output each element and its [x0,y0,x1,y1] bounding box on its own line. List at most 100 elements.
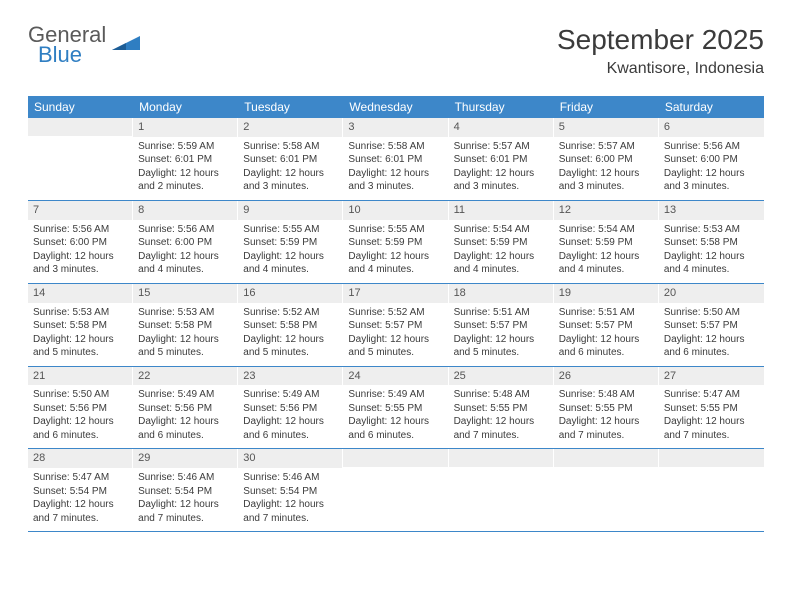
day-number: 17 [343,284,448,303]
sunrise-text: Sunrise: 5:52 AM [238,306,343,320]
daylight-text: Daylight: 12 hours and 6 minutes. [28,415,133,442]
sunrise-text: Sunrise: 5:53 AM [133,306,238,320]
day-number: 1 [133,118,238,137]
weekday-header-cell: Saturday [659,96,764,118]
day-number: 12 [554,201,659,220]
day-number: 19 [554,284,659,303]
sunset-text: Sunset: 5:59 PM [554,236,659,250]
sunrise-text: Sunrise: 5:54 AM [554,223,659,237]
day-cell [343,449,448,531]
sunrise-text: Sunrise: 5:53 AM [28,306,133,320]
daylight-text: Daylight: 12 hours and 4 minutes. [449,250,554,277]
sunset-text: Sunset: 5:55 PM [554,402,659,416]
daylight-text: Daylight: 12 hours and 5 minutes. [449,333,554,360]
day-cell: 9Sunrise: 5:55 AMSunset: 5:59 PMDaylight… [238,201,343,283]
sunset-text: Sunset: 5:54 PM [133,485,238,499]
sunset-text: Sunset: 6:01 PM [133,153,238,167]
empty-day-number [449,449,554,467]
day-cell [554,449,659,531]
day-number: 15 [133,284,238,303]
brand-word-2: Blue [38,44,106,66]
day-cell: 24Sunrise: 5:49 AMSunset: 5:55 PMDayligh… [343,367,448,449]
sunrise-text: Sunrise: 5:57 AM [449,140,554,154]
sunset-text: Sunset: 5:56 PM [238,402,343,416]
daylight-text: Daylight: 12 hours and 3 minutes. [238,167,343,194]
sunset-text: Sunset: 5:54 PM [238,485,343,499]
day-cell: 17Sunrise: 5:52 AMSunset: 5:57 PMDayligh… [343,284,448,366]
day-number: 10 [343,201,448,220]
day-cell: 30 Sunrise: 5:46 AMSunset: 5:54 PMDayligh… [238,449,343,531]
week-row: 1Sunrise: 5:59 AMSunset: 6:01 PMDaylight… [28,118,764,201]
week-row: 14Sunrise: 5:53 AMSunset: 5:58 PMDayligh… [28,284,764,367]
daylight-text: Daylight: 12 hours and 3 minutes. [449,167,554,194]
day-number: 16 [238,284,343,303]
month-title: September 2025 [557,24,764,56]
day-cell: 10Sunrise: 5:55 AMSunset: 5:59 PMDayligh… [343,201,448,283]
sunrise-text: Sunrise: 5:47 AM [28,471,133,485]
day-cell: 12 Sunrise: 5:54 AMSunset: 5:59 PMDayligh… [554,201,659,283]
daylight-text: Daylight: 12 hours and 7 minutes. [133,498,238,525]
sunrise-text: Sunrise: 5:51 AM [554,306,659,320]
day-number: 5 [554,118,659,137]
sunrise-text: Sunrise: 5:47 AM [659,388,764,402]
daylight-text: Daylight: 12 hours and 5 minutes. [28,333,133,360]
sunrise-text: Sunrise: 5:59 AM [133,140,238,154]
daylight-text: Daylight: 12 hours and 6 minutes. [238,415,343,442]
daylight-text: Daylight: 12 hours and 4 minutes. [554,250,659,277]
empty-day-number [659,449,764,467]
day-number: 7 [28,201,133,220]
daylight-text: Daylight: 12 hours and 7 minutes. [28,498,133,525]
location-subtitle: Kwantisore, Indonesia [557,60,764,78]
day-cell: 29Sunrise: 5:46 AMSunset: 5:54 PMDayligh… [133,449,238,531]
day-number: 18 [449,284,554,303]
daylight-text: Daylight: 12 hours and 7 minutes. [449,415,554,442]
weekday-header-cell: Tuesday [238,96,343,118]
sunrise-text: Sunrise: 5:50 AM [659,306,764,320]
sunset-text: Sunset: 6:00 PM [133,236,238,250]
daylight-text: Daylight: 12 hours and 6 minutes. [659,333,764,360]
day-number: 13 [659,201,764,220]
day-cell: 25Sunrise: 5:48 AMSunset: 5:55 PMDayligh… [449,367,554,449]
sunset-text: Sunset: 5:56 PM [28,402,133,416]
day-cell: 19Sunrise: 5:51 AMSunset: 5:57 PMDayligh… [554,284,659,366]
day-cell: 3Sunrise: 5:58 AMSunset: 6:01 PMDaylight… [343,118,448,200]
sunrise-text: Sunrise: 5:56 AM [28,223,133,237]
day-cell: 28Sunrise: 5:47 AMSunset: 5:54 PMDayligh… [28,449,133,531]
sunrise-text: Sunrise: 5:58 AM [238,140,343,154]
daylight-text: Daylight: 12 hours and 6 minutes. [133,415,238,442]
day-cell: 11Sunrise: 5:54 AMSunset: 5:59 PMDayligh… [449,201,554,283]
empty-day-number [28,118,133,136]
daylight-text: Daylight: 12 hours and 3 minutes. [659,167,764,194]
day-cell: 27Sunrise: 5:47 AMSunset: 5:55 PMDayligh… [659,367,764,449]
day-number: 3 [343,118,448,137]
sunrise-text: Sunrise: 5:49 AM [343,388,448,402]
sunrise-text: Sunrise: 5:46 AM [238,471,343,485]
sunset-text: Sunset: 5:59 PM [343,236,448,250]
day-cell: 21Sunrise: 5:50 AMSunset: 5:56 PMDayligh… [28,367,133,449]
day-cell: 13Sunrise: 5:53 AMSunset: 5:58 PMDayligh… [659,201,764,283]
day-number: 30 [238,449,343,468]
sunset-text: Sunset: 6:01 PM [238,153,343,167]
day-cell: 1Sunrise: 5:59 AMSunset: 6:01 PMDaylight… [133,118,238,200]
daylight-text: Daylight: 12 hours and 4 minutes. [659,250,764,277]
daylight-text: Daylight: 12 hours and 5 minutes. [238,333,343,360]
day-cell: 8Sunrise: 5:56 AMSunset: 6:00 PMDaylight… [133,201,238,283]
daylight-text: Daylight: 12 hours and 4 minutes. [238,250,343,277]
week-row: 21Sunrise: 5:50 AMSunset: 5:56 PMDayligh… [28,367,764,450]
sunrise-text: Sunrise: 5:54 AM [449,223,554,237]
sunset-text: Sunset: 5:58 PM [238,319,343,333]
sunset-text: Sunset: 5:59 PM [238,236,343,250]
weekday-header-cell: Friday [554,96,659,118]
day-number: 25 [449,367,554,386]
day-number: 2 [238,118,343,137]
sunset-text: Sunset: 5:55 PM [449,402,554,416]
sunset-text: Sunset: 5:57 PM [659,319,764,333]
day-cell: 14Sunrise: 5:53 AMSunset: 5:58 PMDayligh… [28,284,133,366]
sunset-text: Sunset: 6:01 PM [343,153,448,167]
day-number: 24 [343,367,448,386]
sunrise-text: Sunrise: 5:58 AM [343,140,448,154]
day-cell: 22Sunrise: 5:49 AMSunset: 5:56 PMDayligh… [133,367,238,449]
day-number: 9 [238,201,343,220]
daylight-text: Daylight: 12 hours and 7 minutes. [238,498,343,525]
sunrise-text: Sunrise: 5:46 AM [133,471,238,485]
